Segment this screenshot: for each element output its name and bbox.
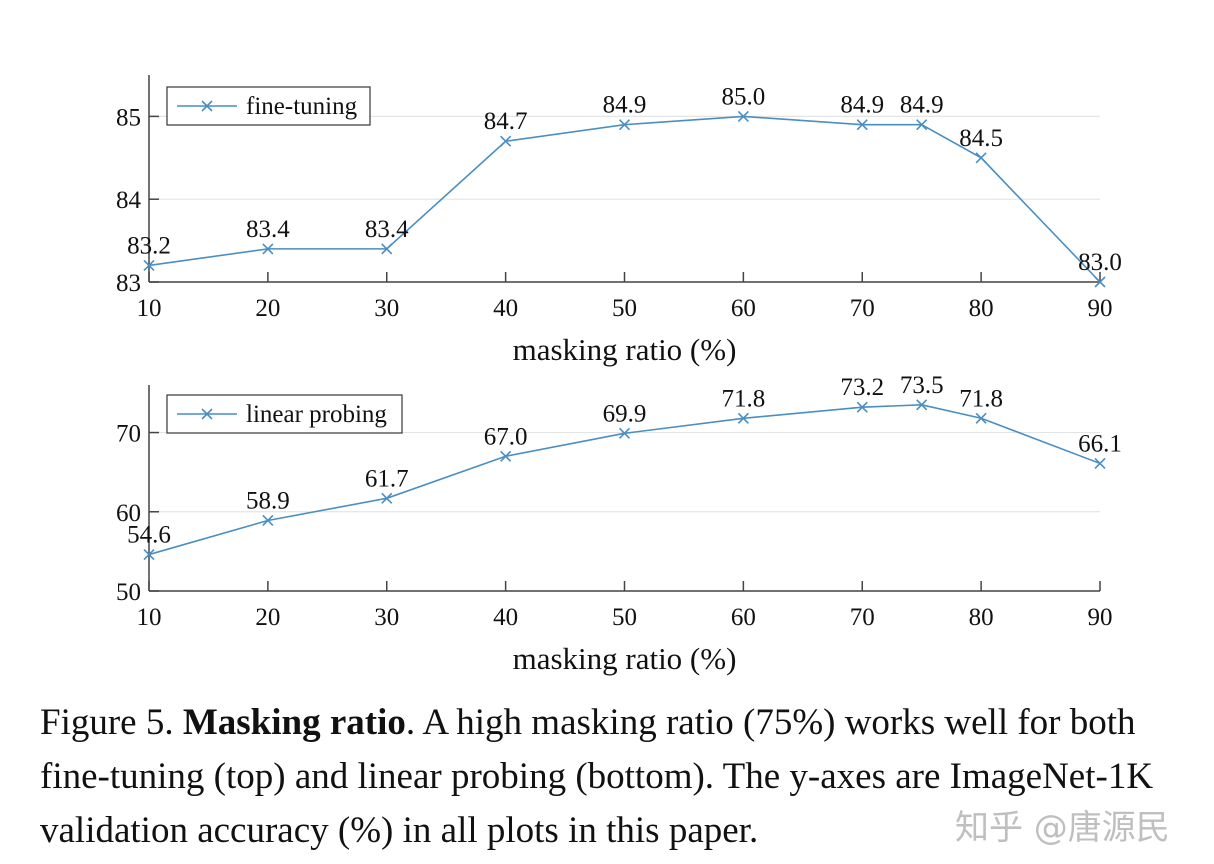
x-tick-label: 40 [493, 604, 518, 631]
data-point-marker [618, 427, 631, 439]
legend-label: linear probing [246, 401, 387, 428]
x-tick-label: 40 [493, 295, 518, 322]
series-line [148, 404, 1101, 556]
data-point-marker [975, 412, 987, 424]
legend-label: fine-tuning [246, 93, 358, 120]
data-point-marker [500, 135, 512, 147]
x-tick-label: 10 [137, 604, 162, 631]
data-label: 67.0 [484, 423, 528, 450]
x-tick-label: 70 [850, 604, 875, 631]
data-label: 83.4 [246, 216, 290, 243]
data-label: 73.2 [840, 374, 884, 401]
x-tick-label: 90 [1088, 295, 1113, 322]
data-label: 84.9 [900, 92, 944, 119]
watermark: 知乎 @唐源民 [955, 808, 1170, 848]
x-tick-label: 50 [612, 295, 637, 322]
data-point-marker [500, 450, 512, 462]
x-tick-label: 10 [137, 295, 162, 322]
data-label: 84.7 [484, 108, 528, 135]
legend-marker [201, 408, 213, 420]
data-point-marker [143, 259, 155, 272]
data-point-marker [143, 548, 155, 561]
x-tick-label: 90 [1088, 604, 1113, 631]
data-label: 69.9 [603, 400, 647, 427]
x-tick-label: 30 [374, 295, 399, 322]
caption-bold: Masking ratio [182, 702, 406, 743]
x-tick-label: 70 [850, 295, 875, 322]
x-tick-label: 60 [731, 295, 756, 322]
x-tick-label: 80 [969, 295, 994, 322]
data-label: 83.4 [365, 216, 409, 243]
y-tick-label: 70 [116, 421, 141, 448]
x-tick-label: 60 [731, 604, 756, 631]
caption-label: Figure 5. [40, 702, 174, 743]
data-point-marker [856, 401, 868, 413]
x-tick-label: 20 [255, 604, 280, 631]
y-tick-label: 50 [116, 579, 141, 606]
legend-marker [201, 100, 213, 112]
caption-text: . A high masking ratio (75%) works well … [40, 702, 1154, 851]
y-tick-label: 85 [116, 104, 141, 131]
data-point-marker [262, 243, 274, 255]
x-tick-label: 30 [374, 604, 399, 631]
data-point-marker [1094, 276, 1106, 288]
y-tick-label: 83 [116, 270, 141, 297]
data-label: 58.9 [246, 487, 290, 514]
data-point-marker [618, 119, 631, 131]
data-point-marker [262, 514, 274, 527]
data-point-marker [381, 243, 393, 255]
data-point-marker [737, 110, 749, 122]
x-tick-label: 80 [969, 604, 994, 631]
data-label: 73.5 [900, 372, 944, 399]
data-label: 83.2 [127, 232, 171, 259]
data-point-marker [737, 412, 749, 424]
data-label: 66.1 [1078, 430, 1122, 457]
series-line [148, 115, 1101, 283]
data-label: 71.8 [722, 385, 766, 412]
data-label: 83.0 [1078, 249, 1122, 276]
x-axis-label: masking ratio (%) [513, 641, 737, 676]
data-label: 71.8 [959, 385, 1003, 412]
data-label: 84.9 [603, 92, 647, 119]
x-axis-label: masking ratio (%) [513, 332, 737, 367]
data-point-marker [381, 492, 393, 504]
data-point-marker [1094, 457, 1106, 470]
data-label: 85.0 [722, 83, 766, 110]
x-tick-label: 20 [255, 295, 280, 322]
y-tick-label: 60 [116, 500, 141, 527]
data-label: 54.6 [127, 522, 171, 549]
x-tick-label: 50 [612, 604, 637, 631]
data-label: 84.5 [959, 125, 1003, 152]
data-point-marker [975, 152, 987, 164]
data-point-marker [856, 119, 868, 131]
data-label: 84.9 [840, 92, 884, 119]
y-tick-label: 84 [116, 187, 142, 214]
data-label: 61.7 [365, 465, 409, 492]
figure-caption: Figure 5. Masking ratio. A high masking … [40, 696, 1200, 858]
data-point-marker [916, 399, 928, 411]
data-point-marker [916, 119, 928, 131]
